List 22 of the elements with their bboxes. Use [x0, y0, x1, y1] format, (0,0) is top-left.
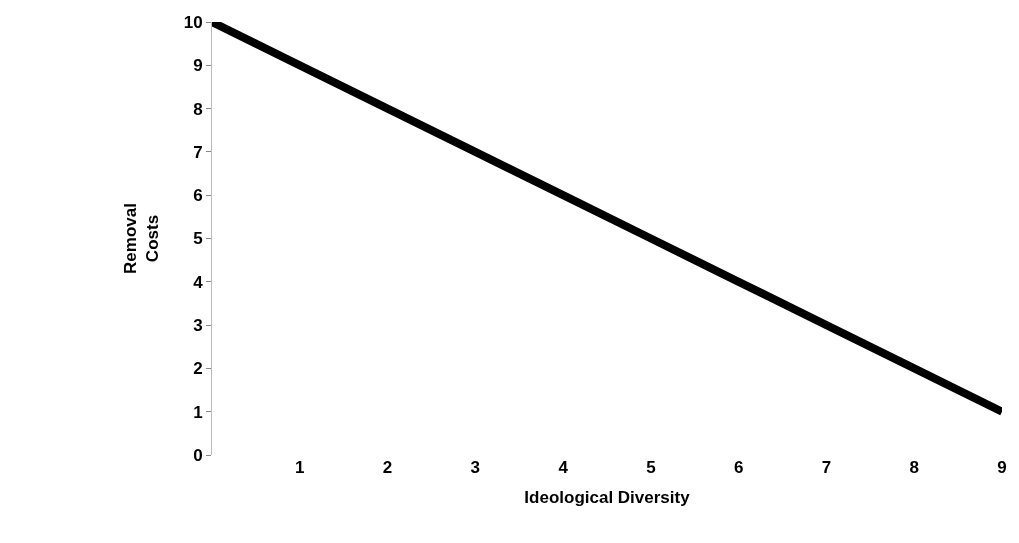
y-tick-label: 4	[193, 272, 204, 292]
y-tick-label: 3	[193, 316, 203, 336]
x-tick-label: 2	[382, 458, 393, 477]
x-tick-label: 3	[470, 458, 481, 477]
y-tick-label: 9	[193, 56, 203, 76]
x-tick-label: 6	[733, 458, 744, 477]
y-tick-label: 2	[193, 359, 203, 379]
x-tick-label: 8	[909, 458, 919, 477]
x-axis-title: Ideological Diversity	[524, 488, 691, 508]
x-tick-label: 7	[821, 458, 832, 477]
y-tick-label: 5	[193, 229, 203, 249]
x-tick-label: 9	[997, 458, 1007, 477]
y-tick-label: 7	[193, 142, 203, 162]
y-tick-label: 10	[183, 12, 203, 32]
x-tick-label: 5	[646, 458, 656, 477]
y-tick-label: 0	[193, 445, 203, 465]
x-tick-label: 4	[558, 458, 569, 477]
y-axis-title: Removal Costs	[121, 203, 163, 274]
y-tick-label: 8	[193, 99, 203, 119]
y-tick-label: 1	[193, 402, 203, 422]
y-tick-label: 6	[193, 186, 203, 206]
x-tick-label: 1	[295, 458, 305, 477]
